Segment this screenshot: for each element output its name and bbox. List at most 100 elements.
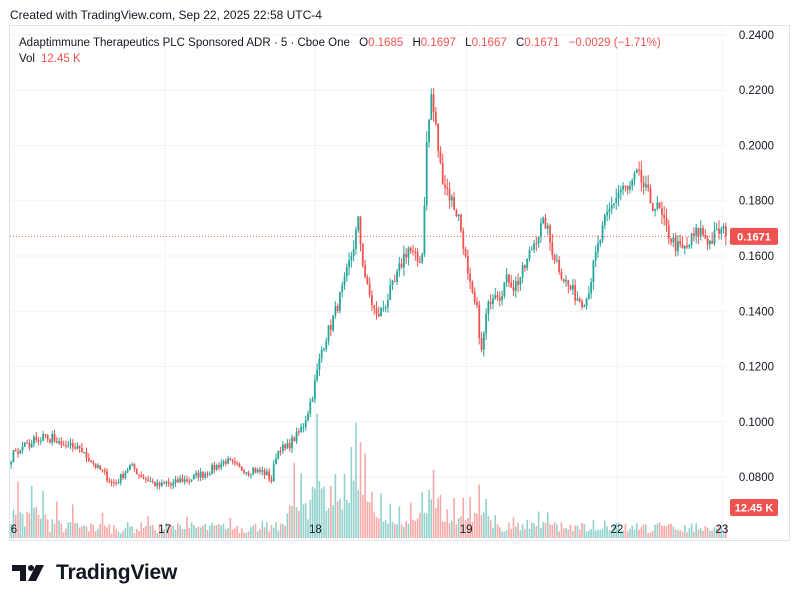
volume-bar bbox=[405, 521, 407, 538]
volume-bar bbox=[453, 498, 455, 538]
candle-body bbox=[345, 267, 348, 277]
candle bbox=[160, 479, 163, 488]
candle bbox=[144, 476, 147, 484]
volume-bar bbox=[683, 525, 686, 538]
candle-body bbox=[555, 259, 558, 261]
tradingview-logo[interactable]: TradingView bbox=[12, 561, 177, 585]
candle-body bbox=[320, 350, 323, 359]
legend-close-value: 0.1671 bbox=[524, 37, 560, 49]
volume-bar bbox=[672, 526, 675, 538]
candle bbox=[151, 478, 154, 484]
candle-body bbox=[480, 338, 483, 350]
volume-bar bbox=[494, 515, 497, 538]
candle bbox=[524, 264, 526, 272]
volume-bar bbox=[119, 533, 122, 538]
volume-bar bbox=[314, 488, 316, 538]
candle-body bbox=[542, 217, 545, 224]
legend-open-value: 0.1685 bbox=[368, 37, 404, 49]
candle-body bbox=[437, 123, 440, 151]
candle-body bbox=[615, 198, 618, 204]
candle bbox=[530, 245, 533, 251]
chart-frame[interactable] bbox=[9, 25, 790, 541]
candle-body bbox=[622, 185, 625, 190]
volume-bar bbox=[316, 413, 318, 538]
volume-bar bbox=[352, 480, 355, 538]
price-tick-label: 0.0800 bbox=[739, 472, 774, 484]
time-tick-label: 19 bbox=[460, 524, 473, 536]
volume-bar bbox=[282, 523, 284, 538]
candle-body bbox=[695, 227, 698, 236]
candle bbox=[368, 277, 371, 298]
candle bbox=[211, 462, 213, 475]
candle bbox=[409, 246, 412, 255]
candle-body bbox=[377, 313, 380, 317]
candle bbox=[578, 296, 581, 303]
volume-bar bbox=[350, 446, 353, 538]
candle-body bbox=[192, 474, 195, 480]
candle-body bbox=[373, 305, 376, 309]
volume-bar bbox=[565, 528, 567, 538]
volume-bar bbox=[213, 525, 216, 538]
candle bbox=[222, 459, 225, 467]
candle bbox=[277, 450, 280, 460]
candle bbox=[402, 245, 405, 277]
volume-bar bbox=[460, 516, 462, 538]
volume-bar bbox=[12, 509, 15, 538]
candle bbox=[295, 427, 298, 444]
candle bbox=[206, 471, 209, 478]
candle bbox=[33, 435, 35, 448]
volume-bar bbox=[250, 527, 252, 538]
candle bbox=[553, 253, 556, 265]
volume-bar bbox=[158, 524, 161, 538]
volume-bar bbox=[117, 531, 120, 538]
candle-body bbox=[414, 251, 417, 253]
candle bbox=[78, 445, 81, 453]
candle-body bbox=[144, 478, 147, 480]
volume-bar bbox=[101, 512, 104, 538]
candle-body bbox=[357, 216, 360, 231]
candle bbox=[327, 324, 330, 346]
candle bbox=[320, 346, 323, 363]
volume-bar bbox=[247, 531, 250, 538]
candle-body bbox=[722, 226, 725, 229]
volume-bar bbox=[142, 527, 145, 538]
candle bbox=[663, 206, 666, 226]
candle-body bbox=[501, 296, 503, 301]
candle-body bbox=[30, 443, 33, 448]
candle bbox=[286, 439, 289, 450]
candle-body bbox=[343, 276, 346, 286]
candle-body bbox=[94, 463, 97, 468]
candle-body bbox=[683, 245, 686, 249]
volume-bar bbox=[87, 531, 90, 538]
candle bbox=[393, 274, 396, 283]
price-tick-label: 0.2400 bbox=[739, 30, 774, 42]
time-tick-label: 17 bbox=[158, 524, 171, 536]
candle-body bbox=[81, 447, 83, 453]
candle-body bbox=[133, 464, 136, 469]
candle-body bbox=[494, 295, 497, 299]
candle bbox=[49, 438, 51, 444]
candle-body bbox=[348, 260, 350, 268]
volume-bar bbox=[610, 531, 613, 538]
candle-body bbox=[661, 208, 663, 215]
candle-body bbox=[21, 446, 24, 451]
candle-body bbox=[382, 308, 385, 310]
candle bbox=[119, 473, 122, 486]
volume-bar bbox=[615, 522, 618, 538]
candle bbox=[430, 88, 433, 121]
candle-body bbox=[425, 142, 428, 206]
volume-bar bbox=[300, 473, 302, 538]
volume-bar bbox=[569, 524, 572, 538]
candle bbox=[318, 353, 321, 376]
candle bbox=[485, 308, 487, 341]
volume-bar bbox=[186, 516, 188, 538]
candle-body bbox=[667, 225, 670, 239]
volume-bar bbox=[103, 525, 106, 538]
candle bbox=[391, 279, 394, 291]
candle bbox=[380, 306, 382, 317]
volume-bar bbox=[83, 525, 86, 538]
candle bbox=[329, 319, 332, 337]
price-badge: 0.1671 bbox=[730, 227, 778, 245]
volume-bar bbox=[512, 517, 515, 538]
